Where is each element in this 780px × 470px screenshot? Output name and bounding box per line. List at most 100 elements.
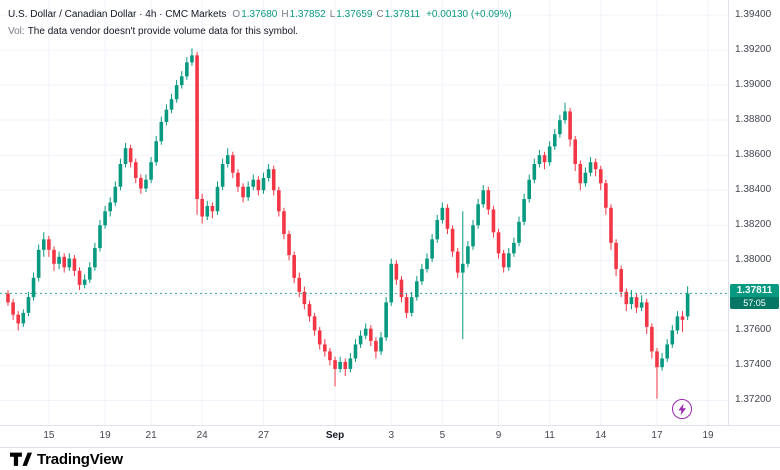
ohlc-low-label: L — [329, 9, 336, 20]
ohlc-close-value: 1.37811 — [384, 9, 421, 20]
candle-body — [271, 169, 276, 191]
candle-body — [598, 169, 603, 184]
candle-body — [287, 234, 291, 256]
quick-trade-button[interactable] — [672, 399, 692, 419]
candle-body — [537, 155, 542, 164]
candle-body — [256, 179, 261, 191]
price-axis[interactable]: 1.37811 57:05 1.39400 1.39200 1.39000 1.388… — [728, 0, 780, 425]
candle-body — [159, 121, 164, 142]
candle-body — [103, 211, 107, 226]
candle-body — [108, 202, 112, 212]
candle-body — [660, 358, 664, 368]
current-price-badge: 1.37811 57:05 — [730, 284, 779, 310]
time-axis[interactable]: 15 19 21 24 27 Sep 3 5 9 11 14 17 19 — [0, 425, 780, 447]
candle-body — [225, 155, 230, 164]
candle-body — [236, 172, 240, 187]
candle-body — [358, 335, 363, 345]
candle-body — [185, 62, 189, 77]
candle-body — [542, 155, 547, 163]
current-price-value: 1.37811 — [736, 285, 773, 297]
time-axis-label: 17 — [651, 430, 663, 441]
candle-body — [241, 186, 245, 198]
candle-body — [389, 263, 394, 303]
candle-body — [384, 302, 388, 338]
candle-body — [205, 206, 210, 217]
candle-body — [665, 344, 669, 359]
candle-body — [363, 328, 368, 336]
ohlc-open-label: O — [232, 9, 241, 20]
tradingview-logo-icon — [10, 452, 32, 466]
candle-body — [558, 120, 562, 135]
time-axis-label: 5 — [439, 430, 446, 441]
candle-body — [629, 297, 634, 305]
candle-body — [149, 162, 153, 180]
candle-body — [506, 253, 511, 268]
candle-body — [634, 297, 639, 308]
candle-body — [430, 239, 434, 259]
candle-body — [532, 163, 537, 180]
candle-body — [512, 242, 516, 254]
time-axis-label: 15 — [43, 430, 55, 441]
candle-body — [87, 267, 92, 280]
candle-body — [578, 163, 583, 184]
candle-body — [323, 344, 327, 352]
footer-bar: TradingView — [0, 447, 780, 470]
candle-body — [476, 204, 480, 226]
candle-body — [144, 179, 148, 189]
volume-note: The data vendor doesn't provide volume d… — [27, 26, 299, 37]
candle-body — [220, 163, 225, 187]
candle-body — [353, 344, 358, 359]
candle-body — [11, 302, 15, 315]
time-axis-label: 14 — [595, 430, 607, 441]
price-axis-label: 1.38400 — [735, 184, 772, 196]
volume-note-row: Vol: The data vendor doesn't provide volu… — [8, 23, 512, 40]
candle-body — [297, 277, 302, 292]
candle-body — [31, 277, 36, 298]
candle-body — [190, 55, 194, 63]
time-axis-label: 9 — [495, 430, 502, 441]
candle-body — [481, 190, 486, 205]
symbol-title[interactable]: U.S. Dollar / Canadian Dollar · 4h · CMC… — [8, 9, 227, 20]
time-axis-label: 19 — [702, 430, 714, 441]
candle-body — [118, 163, 123, 187]
price-axis-label: 1.38200 — [735, 219, 772, 231]
candle-body — [374, 340, 378, 352]
price-axis-label: 1.39200 — [735, 44, 772, 56]
candle-body — [445, 207, 450, 229]
candlestick-chart[interactable] — [0, 0, 728, 425]
candle-body — [36, 249, 41, 278]
candle-body — [67, 258, 72, 268]
candle-body — [77, 270, 82, 285]
candle-body — [486, 190, 491, 210]
bar-countdown: 57:05 — [730, 297, 779, 310]
candle-body — [179, 76, 184, 86]
candle-body — [266, 169, 271, 178]
candle-body — [583, 172, 588, 184]
candle-body — [517, 221, 521, 243]
candle-body — [93, 248, 97, 268]
candle-body — [261, 177, 266, 191]
candle-body — [614, 242, 618, 270]
candle-body — [72, 258, 77, 271]
candle-body — [619, 269, 623, 292]
candle-body — [450, 228, 455, 252]
candle-body — [195, 55, 199, 200]
tradingview-logo[interactable]: TradingView — [10, 451, 123, 468]
price-axis-label: 1.38800 — [735, 114, 772, 126]
candle-body — [174, 85, 179, 100]
candle-body — [415, 281, 419, 298]
candle-body — [215, 186, 220, 212]
candle-body — [685, 293, 690, 317]
candle-body — [404, 297, 409, 313]
candle-body — [302, 291, 307, 305]
candle-body — [98, 225, 102, 249]
candle-body — [593, 162, 598, 170]
time-axis-label: 3 — [388, 430, 395, 441]
ohlc-readout: O1.37680 H1.37852 L1.37659 C1.37811 +0.00130… — [232, 9, 511, 20]
time-axis-label: 19 — [99, 430, 111, 441]
chart-plot-area[interactable]: U.S. Dollar / Canadian Dollar · 4h · CMC… — [0, 0, 728, 425]
candle-body — [680, 316, 685, 320]
candle-body — [369, 328, 373, 341]
candle-body — [568, 111, 572, 140]
candle-body — [466, 246, 470, 264]
